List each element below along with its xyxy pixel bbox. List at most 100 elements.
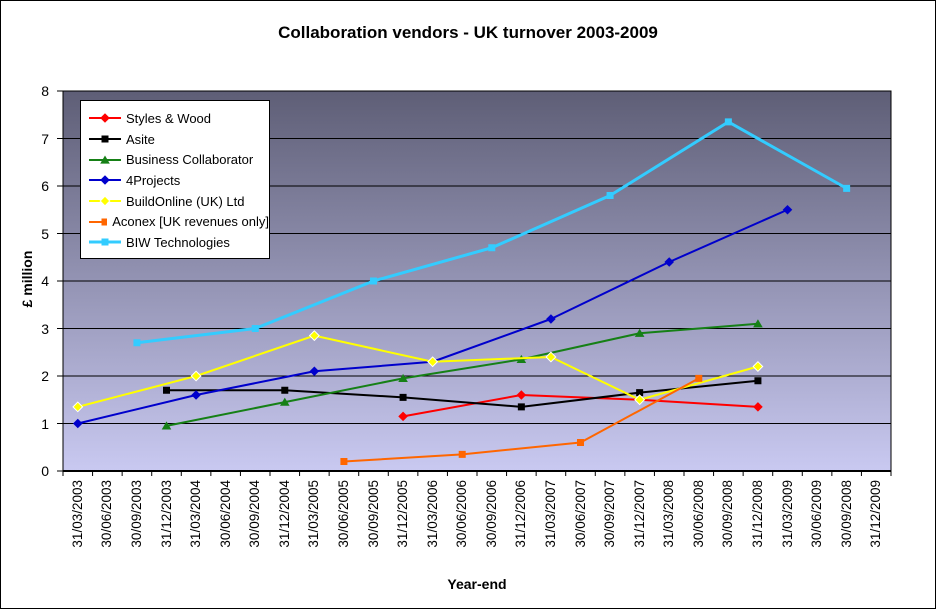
x-axis-title: Year-end	[447, 576, 507, 592]
chart-title: Collaboration vendors - UK turnover 2003…	[278, 23, 658, 42]
data-point-marker	[577, 439, 584, 446]
data-point-marker	[72, 401, 84, 413]
data-point-marker	[251, 325, 259, 332]
legend-key-square-icon	[89, 135, 121, 143]
data-point-marker	[664, 257, 675, 267]
legend-key-triangle-icon	[89, 155, 121, 164]
data-point-marker	[163, 386, 170, 394]
data-point-marker	[488, 244, 496, 252]
x-tick-label: 30/06/2006	[454, 480, 470, 548]
legend-item: Asite	[89, 129, 269, 150]
legend-label: Styles & Wood	[126, 110, 212, 126]
series-business-collaborator	[161, 319, 763, 430]
x-tick-label: 30/09/2004	[247, 480, 263, 548]
series-asite	[163, 377, 762, 411]
x-tick-label: 30/06/2008	[690, 480, 706, 548]
data-point-marker	[458, 450, 466, 458]
legend-key-square-icon	[89, 238, 121, 246]
y-tick-label: 2	[41, 368, 49, 384]
data-point-marker	[782, 204, 793, 215]
data-point-marker	[191, 390, 201, 400]
legend-item: Business Collaborator	[89, 149, 269, 170]
x-tick-label: 31/12/2008	[749, 480, 765, 548]
y-tick-label: 0	[41, 463, 49, 479]
x-tick-label: 30/06/2003	[99, 480, 115, 548]
data-point-marker	[753, 319, 763, 328]
y-tick-label: 4	[41, 273, 49, 289]
x-tick-label: 30/06/2004	[217, 480, 233, 548]
data-point-marker	[516, 390, 527, 400]
x-tick-label: 31/12/2005	[395, 480, 411, 548]
data-point-marker	[133, 339, 141, 347]
data-point-marker	[752, 360, 764, 373]
data-point-marker	[101, 218, 108, 226]
legend-key-diamond-icon	[89, 195, 121, 207]
legend-key-diamond-icon	[89, 113, 121, 124]
x-tick-label: 31/03/2005	[306, 480, 322, 548]
x-tick-label: 31/03/2007	[542, 480, 558, 548]
data-point-marker	[427, 356, 439, 368]
data-point-marker	[370, 277, 377, 285]
series-line	[402, 394, 758, 418]
legend-item: Aconex [UK revenues only]	[89, 211, 269, 232]
x-tick-label: 30/06/2005	[335, 480, 351, 548]
data-point-marker	[190, 370, 202, 382]
data-point-marker	[101, 238, 109, 246]
series-biw-technologies	[133, 118, 851, 347]
data-point-marker	[309, 366, 320, 377]
x-tick-label: 31/03/2003	[69, 480, 85, 548]
legend-item: 4Projects	[89, 170, 269, 191]
x-tick-label: 31/12/2006	[513, 480, 529, 548]
y-tick-label: 5	[41, 225, 49, 242]
series-line	[166, 379, 759, 408]
legend-label: Business Collaborator	[126, 152, 254, 168]
y-tick-label: 3	[41, 320, 49, 337]
x-tick-label: 31/12/2007	[631, 480, 647, 548]
x-tick-label: 31/12/2009	[868, 480, 884, 548]
series-line	[343, 377, 700, 463]
data-point-marker	[724, 118, 732, 126]
x-tick-label: 31/03/2008	[661, 480, 677, 548]
data-point-marker	[340, 458, 348, 465]
x-tick-label: 30/06/2007	[572, 480, 588, 548]
series-line	[166, 322, 759, 427]
x-tick-label: 31/03/2004	[188, 480, 204, 548]
data-point-marker	[281, 386, 289, 394]
data-point-marker	[634, 328, 645, 337]
series-aconex-uk-revenues-only	[340, 374, 703, 465]
data-point-marker	[398, 373, 408, 382]
x-tick-label: 30/09/2006	[483, 480, 499, 548]
data-point-marker	[545, 351, 557, 363]
y-tick-label: 8	[41, 83, 49, 99]
y-tick-label: 7	[41, 130, 49, 147]
legend-label: Asite	[126, 131, 155, 147]
data-point-marker	[517, 403, 525, 411]
legend-key-diamond-icon	[89, 175, 121, 186]
x-tick-label: 30/09/2008	[720, 480, 736, 548]
data-point-marker	[695, 374, 703, 382]
data-point-marker	[161, 421, 172, 430]
legend: Styles & Wood Asite Business Collaborator 4…	[80, 100, 270, 259]
data-point-marker	[634, 394, 646, 406]
data-point-marker	[546, 314, 556, 324]
data-point-marker	[636, 389, 644, 397]
data-point-marker	[843, 184, 851, 192]
data-point-marker	[100, 155, 110, 164]
x-tick-label: 30/09/2005	[365, 480, 381, 548]
legend-item: BIW Technologies	[89, 232, 269, 253]
x-tick-label: 31/12/2003	[158, 480, 174, 548]
legend-item: Styles & Wood	[89, 108, 269, 129]
x-tick-label: 30/06/2009	[809, 480, 825, 548]
legend-label: BIW Technologies	[126, 234, 230, 250]
legend-item: BuildOnline (UK) Ltd	[89, 191, 269, 212]
y-tick-label: 1	[41, 415, 49, 432]
data-point-marker	[308, 330, 320, 342]
legend-label: Aconex [UK revenues only]	[112, 214, 269, 230]
data-point-marker	[399, 393, 407, 401]
data-point-marker	[100, 175, 110, 186]
y-tick-label: 6	[41, 178, 49, 194]
data-point-marker	[754, 377, 762, 385]
data-point-marker	[606, 192, 614, 199]
x-tick-label: 31/03/2006	[424, 480, 440, 548]
